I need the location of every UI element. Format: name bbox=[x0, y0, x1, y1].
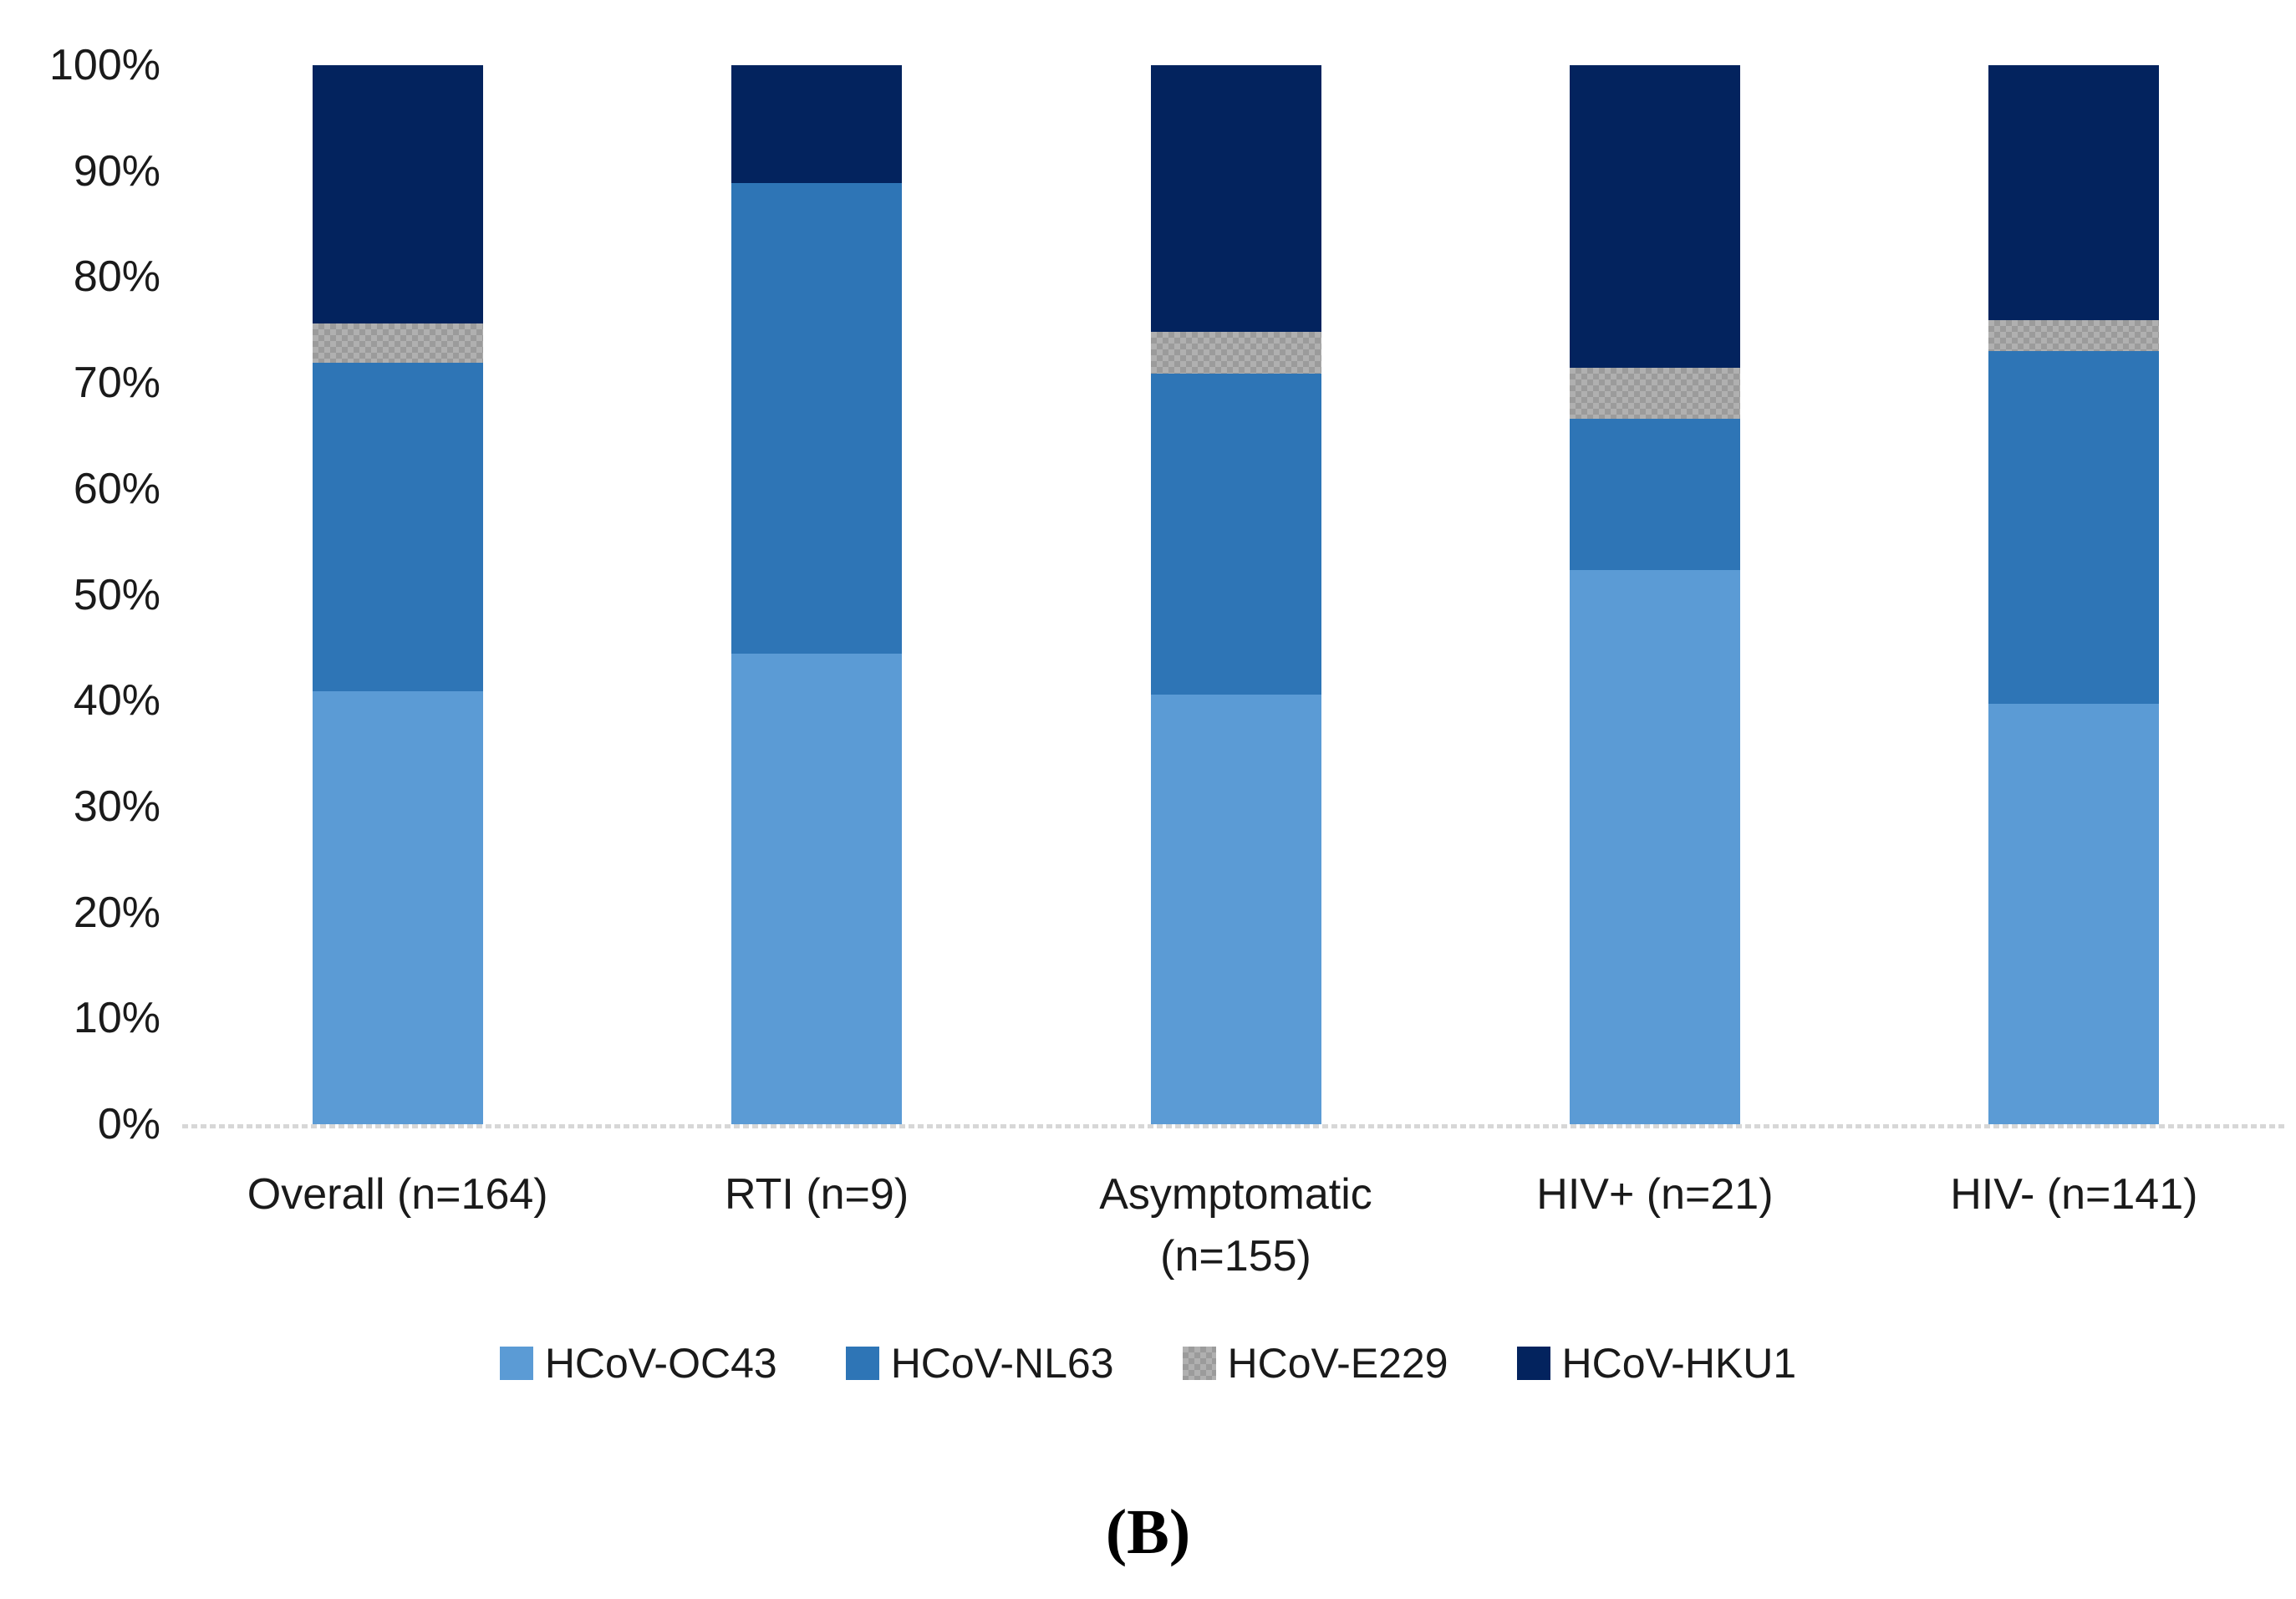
segment-hcov-nl63-bar-1 bbox=[312, 362, 483, 692]
panel-label: (B) bbox=[1105, 1497, 1191, 1567]
bar-slot-1 bbox=[188, 65, 607, 1124]
segment-hcov-oc43-bar-2 bbox=[731, 653, 903, 1124]
x-category-label-5: HIV- (n=141) bbox=[1865, 1164, 2283, 1287]
segment-hcov-hku1-bar-2 bbox=[731, 65, 903, 183]
legend-swatch-hcov-hku1 bbox=[1516, 1347, 1550, 1380]
x-category-label-text: RTI (n=9) bbox=[725, 1170, 909, 1219]
segment-hcov-oc43-bar-5 bbox=[1988, 704, 2160, 1124]
bar-slot-4 bbox=[1445, 65, 1864, 1124]
bar-slot-5 bbox=[1865, 65, 2283, 1124]
bar-slot-3 bbox=[1026, 65, 1445, 1124]
legend-label-hcov-oc43: HCoV-OC43 bbox=[544, 1340, 777, 1387]
segment-hcov-nl63-bar-2 bbox=[731, 182, 903, 654]
legend-swatch-hcov-oc43 bbox=[499, 1347, 533, 1380]
segment-hcov-hku1-bar-3 bbox=[1150, 65, 1321, 333]
y-tick-label-80: 80% bbox=[73, 252, 160, 302]
segment-hcov-oc43-bar-4 bbox=[1569, 569, 1740, 1124]
x-category-label-text: Asymptomatic (n=155) bbox=[1099, 1170, 1372, 1281]
segment-hcov-e229-bar-1 bbox=[312, 323, 483, 363]
segment-hcov-hku1-bar-5 bbox=[1988, 65, 2160, 321]
y-tick-label-90: 90% bbox=[73, 146, 160, 196]
legend-item-hcov-hku1: HCoV-HKU1 bbox=[1516, 1340, 1797, 1387]
y-tick-label-50: 50% bbox=[73, 570, 160, 619]
legend-label-hcov-hku1: HCoV-HKU1 bbox=[1561, 1340, 1797, 1387]
y-tick-label-10: 10% bbox=[73, 994, 160, 1043]
stacked-bar-5 bbox=[1988, 65, 2160, 1124]
y-tick-label-30: 30% bbox=[73, 782, 160, 831]
y-tick-label-60: 60% bbox=[73, 464, 160, 513]
segment-hcov-nl63-bar-4 bbox=[1569, 418, 1740, 570]
legend-label-hcov-e229: HCoV-E229 bbox=[1227, 1340, 1448, 1387]
bar-slot-2 bbox=[607, 65, 1026, 1124]
y-tick-label-100: 100% bbox=[49, 41, 160, 89]
legend-swatch-hcov-nl63 bbox=[845, 1347, 879, 1380]
stacked-bar-3 bbox=[1150, 65, 1321, 1124]
legend-item-hcov-oc43: HCoV-OC43 bbox=[499, 1340, 777, 1387]
y-tick-label-70: 70% bbox=[73, 359, 160, 408]
plot-area bbox=[188, 65, 2283, 1124]
segment-hcov-oc43-bar-3 bbox=[1150, 694, 1321, 1124]
segment-hcov-e229-bar-3 bbox=[1150, 332, 1321, 374]
segment-hcov-e229-bar-4 bbox=[1569, 368, 1740, 419]
x-category-label-text: HIV+ (n=21) bbox=[1536, 1170, 1774, 1219]
x-category-label-4: HIV+ (n=21) bbox=[1445, 1164, 1864, 1287]
x-axis-line bbox=[182, 1124, 2284, 1128]
y-tick-label-40: 40% bbox=[73, 676, 160, 726]
x-category-label-text: Overall (n=164) bbox=[247, 1170, 548, 1219]
legend-swatch-hcov-e229 bbox=[1182, 1347, 1216, 1380]
legend: HCoV-OC43 HCoV-NL63 HCoV-E229 HCoV-HKU1 bbox=[0, 1342, 2296, 1384]
legend-label-hcov-nl63: HCoV-NL63 bbox=[890, 1340, 1114, 1387]
segment-hcov-nl63-bar-5 bbox=[1988, 351, 2160, 705]
legend-item-hcov-e229: HCoV-E229 bbox=[1182, 1340, 1448, 1387]
x-category-label-1: Overall (n=164) bbox=[188, 1164, 607, 1287]
stacked-bar-2 bbox=[731, 65, 903, 1124]
stacked-bar-4 bbox=[1569, 65, 1740, 1124]
y-axis: 0% 10% 20% 30% 40% 50% 60% 70% 80% 90% 100% bbox=[0, 43, 160, 1146]
x-category-label-text: HIV- (n=141) bbox=[1950, 1170, 2198, 1219]
segment-hcov-hku1-bar-1 bbox=[312, 65, 483, 323]
segment-hcov-hku1-bar-4 bbox=[1569, 65, 1740, 369]
segment-hcov-e229-bar-5 bbox=[1988, 320, 2160, 352]
y-tick-label-0: 0% bbox=[97, 1100, 160, 1148]
legend-item-hcov-nl63: HCoV-NL63 bbox=[845, 1340, 1114, 1387]
x-category-label-2: RTI (n=9) bbox=[607, 1164, 1026, 1287]
segment-hcov-nl63-bar-3 bbox=[1150, 373, 1321, 695]
x-category-label-3: Asymptomatic (n=155) bbox=[1026, 1164, 1445, 1287]
y-tick-label-20: 20% bbox=[73, 888, 160, 937]
bars-row bbox=[188, 65, 2283, 1124]
stacked-bar-1 bbox=[312, 65, 483, 1124]
segment-hcov-oc43-bar-1 bbox=[312, 691, 483, 1124]
x-axis-labels: Overall (n=164) RTI (n=9) Asymptomatic (n=… bbox=[188, 1164, 2283, 1287]
